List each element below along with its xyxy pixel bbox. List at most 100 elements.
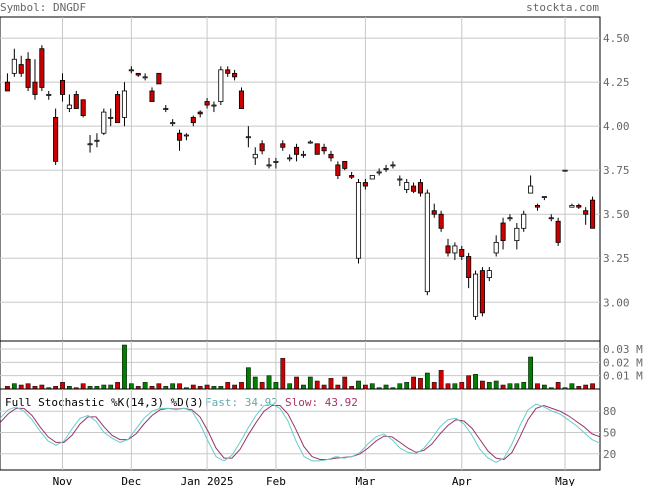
candle <box>521 210 527 232</box>
candle <box>266 157 272 169</box>
candle <box>66 94 72 113</box>
volume-bar <box>335 384 341 390</box>
candle <box>252 147 258 165</box>
volume-bar <box>521 382 527 390</box>
candle-body <box>383 168 389 170</box>
candle-body <box>128 69 134 72</box>
candle <box>287 154 293 162</box>
candle <box>128 66 134 74</box>
volume-bar <box>569 383 575 390</box>
candle <box>479 267 485 317</box>
candle <box>121 82 127 127</box>
candle-body <box>376 171 382 174</box>
candle <box>314 143 320 155</box>
stochastic-tick-label: 20 <box>603 448 616 461</box>
candle <box>73 90 79 109</box>
candle-body <box>190 116 196 124</box>
candle-body <box>108 116 114 119</box>
candle-body <box>18 64 24 74</box>
candle-body <box>46 94 52 96</box>
candle-body <box>149 90 155 102</box>
candle-body <box>321 146 327 152</box>
candle-body <box>32 81 38 95</box>
candle-body <box>362 182 368 187</box>
volume-bar <box>493 380 499 390</box>
candle <box>94 133 100 148</box>
candle-body <box>287 157 293 160</box>
candle-body <box>507 217 513 220</box>
candle-body <box>548 217 554 220</box>
candle <box>452 242 458 260</box>
candle <box>500 217 506 250</box>
candle <box>562 169 568 172</box>
candle <box>11 48 17 77</box>
candle-body <box>177 132 183 141</box>
candle <box>245 126 251 148</box>
candle <box>177 129 183 151</box>
candle-body <box>541 196 547 199</box>
stochastic-panel: Full Stochastic %K(14,3) %D(3) Fast: 34.… <box>0 388 616 471</box>
x-axis-label: Mar <box>355 475 375 486</box>
candle-body <box>590 199 596 229</box>
volume-bar <box>225 382 231 390</box>
candle-body <box>438 213 444 229</box>
stochastic-title: Full Stochastic %K(14,3) %D(3) <box>5 396 204 409</box>
candle-body <box>101 111 107 134</box>
stochastic-fast-line <box>0 403 601 463</box>
candle-body <box>121 90 127 118</box>
volume-bar <box>60 382 65 390</box>
price-tick-label: 4.00 <box>603 120 630 133</box>
candle <box>397 175 403 187</box>
stochastic-tick-label: 50 <box>603 427 616 440</box>
candle-body <box>307 141 313 144</box>
candle-body <box>80 99 86 117</box>
candle <box>32 59 38 100</box>
volume-bar <box>252 376 258 390</box>
candle <box>417 179 423 197</box>
candle-body <box>232 72 238 78</box>
candle-body <box>390 164 396 167</box>
volume-bar <box>583 384 589 390</box>
candle-body <box>404 182 410 190</box>
candle-body <box>583 210 589 215</box>
x-axis-label: May <box>555 475 575 486</box>
volume-bar <box>438 370 444 390</box>
candle-body <box>183 134 189 137</box>
candle <box>225 66 231 77</box>
candle-body <box>115 94 121 124</box>
volume-bar <box>142 382 148 390</box>
candle <box>197 110 203 118</box>
x-axis-label: Feb <box>266 475 286 486</box>
candle <box>170 119 176 127</box>
volume-bar <box>363 384 368 390</box>
candle-body <box>514 227 520 242</box>
candle <box>80 99 86 118</box>
volume-bar <box>115 382 120 390</box>
candle <box>259 140 265 155</box>
volume-bar <box>122 344 127 390</box>
volume-bar <box>280 358 286 390</box>
candle <box>369 175 375 180</box>
candle <box>101 108 107 135</box>
candle <box>355 179 362 264</box>
volume-bar <box>314 380 320 390</box>
candle-body <box>569 205 575 208</box>
brand-label: stockta.com <box>526 1 599 14</box>
candle-body <box>562 169 568 172</box>
x-axis-label: Dec <box>121 475 141 486</box>
candle <box>424 189 430 296</box>
candle-body <box>424 192 430 293</box>
candle <box>46 90 52 100</box>
volume-tick-label: 0.03 M <box>603 343 643 356</box>
candle <box>204 98 210 109</box>
candle <box>555 217 561 246</box>
volume-tick-labels: 0.01 M0.02 M0.03 M <box>603 343 643 383</box>
volume-bar <box>273 382 279 390</box>
volume-bar <box>424 372 430 390</box>
candle <box>39 45 45 91</box>
volume-bar <box>356 380 361 390</box>
volume-bar <box>383 384 389 390</box>
candle <box>211 101 217 113</box>
